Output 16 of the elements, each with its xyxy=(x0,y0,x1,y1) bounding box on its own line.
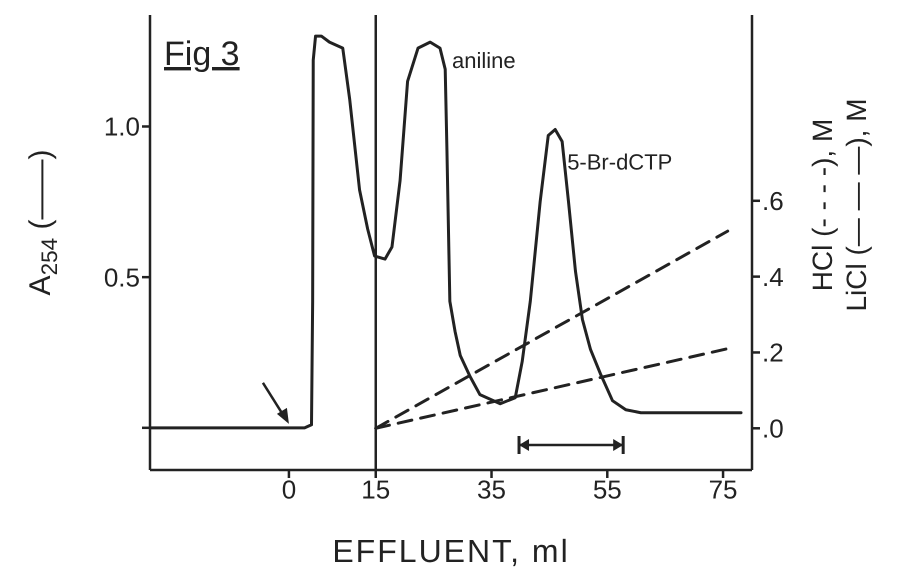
y2-tick-label: .0 xyxy=(762,414,784,444)
y2-tick-label: .6 xyxy=(762,186,784,216)
annotation: Fig 3 xyxy=(164,35,240,73)
x-tick-label: 35 xyxy=(477,474,506,504)
y2-tick-label: .2 xyxy=(762,338,784,368)
x-tick-label: 75 xyxy=(708,474,738,504)
annotation: 5-Br-dCTP xyxy=(567,150,672,175)
x-tick-label: 15 xyxy=(361,474,390,504)
y2-axis-title: HCl (- - - -), M LiCl (— — —), M xyxy=(807,98,872,312)
annotation: aniline xyxy=(452,48,516,74)
x-tick-label: 55 xyxy=(592,474,622,504)
y-tick-label: 0.5 xyxy=(104,262,140,292)
x-tick-label: 0 xyxy=(282,474,296,504)
x-axis-title: EFFLUENT, ml xyxy=(332,533,570,569)
y-tick-label: 1.0 xyxy=(104,112,140,142)
y2-tick-label: .4 xyxy=(762,262,784,292)
